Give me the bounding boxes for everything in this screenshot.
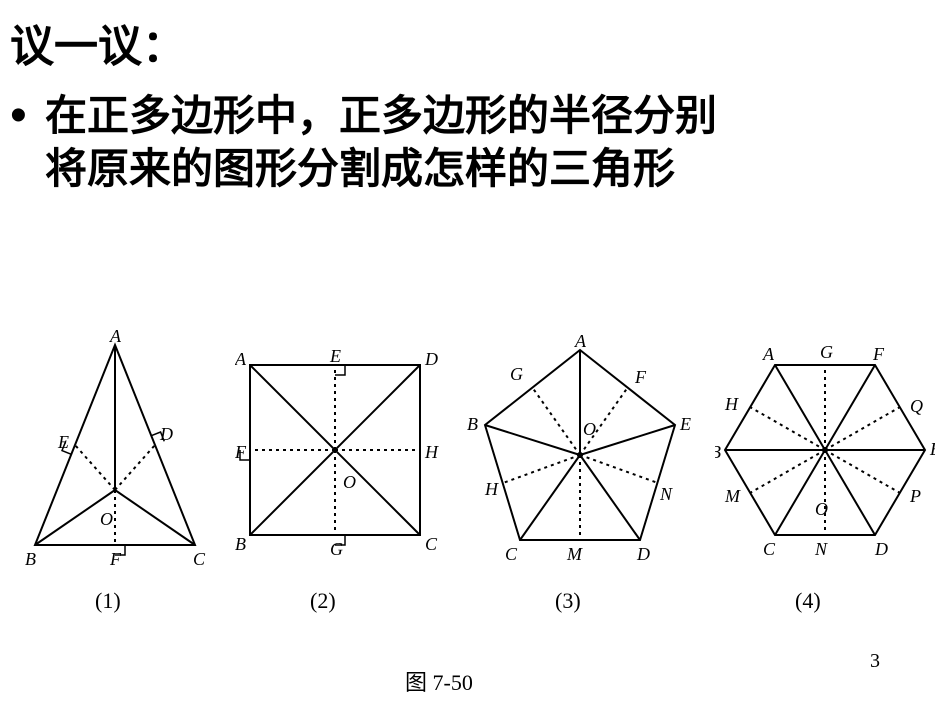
svg-text:O: O — [100, 509, 113, 529]
svg-text:B: B — [25, 549, 36, 569]
svg-text:E: E — [679, 414, 691, 434]
fig4-label: (4) — [795, 588, 821, 614]
figure-7-50: ABCODEF (1) ADCBEFGHO (2) ABCDEFGHMNO (3… — [25, 330, 925, 660]
svg-text:B: B — [715, 442, 721, 462]
svg-text:A: A — [762, 344, 775, 364]
fig-triangle: A B C O D E F — [25, 330, 225, 580]
page-number: 3 — [870, 650, 880, 673]
svg-text:A: A — [574, 335, 587, 351]
svg-text:N: N — [659, 484, 673, 504]
svg-text:D: D — [424, 350, 438, 369]
svg-text:C: C — [763, 539, 776, 559]
fig2-label: (2) — [310, 588, 336, 614]
bullet-glyph: • — [10, 92, 27, 140]
svg-text:H: H — [484, 479, 499, 499]
svg-text:E: E — [57, 432, 69, 452]
body-text: 在正多边形中，正多边形的半径分别 将原来的图形分割成怎样的三角形 — [45, 90, 717, 195]
svg-text:D: D — [874, 539, 888, 559]
body-line-1: 在正多边形中，正多边形的半径分别 — [45, 92, 717, 139]
svg-text:G: G — [820, 342, 833, 362]
svg-text:D: D — [159, 424, 173, 444]
svg-text:O: O — [815, 499, 828, 519]
svg-text:O: O — [583, 419, 596, 439]
svg-text:E: E — [929, 439, 935, 459]
svg-text:F: F — [235, 442, 247, 462]
svg-text:O: O — [343, 472, 356, 492]
figure-caption: 图 7-50 — [405, 665, 473, 697]
fig1-label: (1) — [95, 588, 121, 614]
svg-text:M: M — [566, 544, 583, 564]
fig-square: A D C B E F G H O — [235, 350, 445, 580]
svg-text:B: B — [467, 414, 478, 434]
slide-title: 议一议： — [10, 10, 186, 74]
svg-text:D: D — [636, 544, 650, 564]
body-line-2: 将原来的图形分割成怎样的三角形 — [45, 145, 675, 192]
svg-text:C: C — [425, 534, 438, 554]
fig-pentagon: A B C D E F G H M N O — [465, 335, 695, 580]
svg-text:B: B — [235, 534, 246, 554]
svg-text:A: A — [109, 330, 122, 346]
svg-text:E: E — [329, 350, 341, 366]
svg-text:F: F — [109, 549, 122, 569]
svg-text:C: C — [505, 544, 518, 564]
svg-text:F: F — [634, 367, 647, 387]
svg-text:M: M — [724, 486, 741, 506]
svg-text:P: P — [909, 486, 921, 506]
svg-text:H: H — [424, 442, 439, 462]
svg-text:G: G — [510, 364, 523, 384]
svg-text:Q: Q — [910, 396, 923, 416]
svg-text:F: F — [872, 344, 885, 364]
fig3-label: (3) — [555, 588, 581, 614]
fig-hexagon: A F E D C B G H M N P Q O — [715, 340, 935, 580]
svg-text:N: N — [814, 539, 828, 559]
svg-text:A: A — [235, 350, 247, 369]
svg-text:G: G — [330, 539, 343, 559]
svg-text:C: C — [193, 549, 206, 569]
svg-text:H: H — [724, 394, 739, 414]
